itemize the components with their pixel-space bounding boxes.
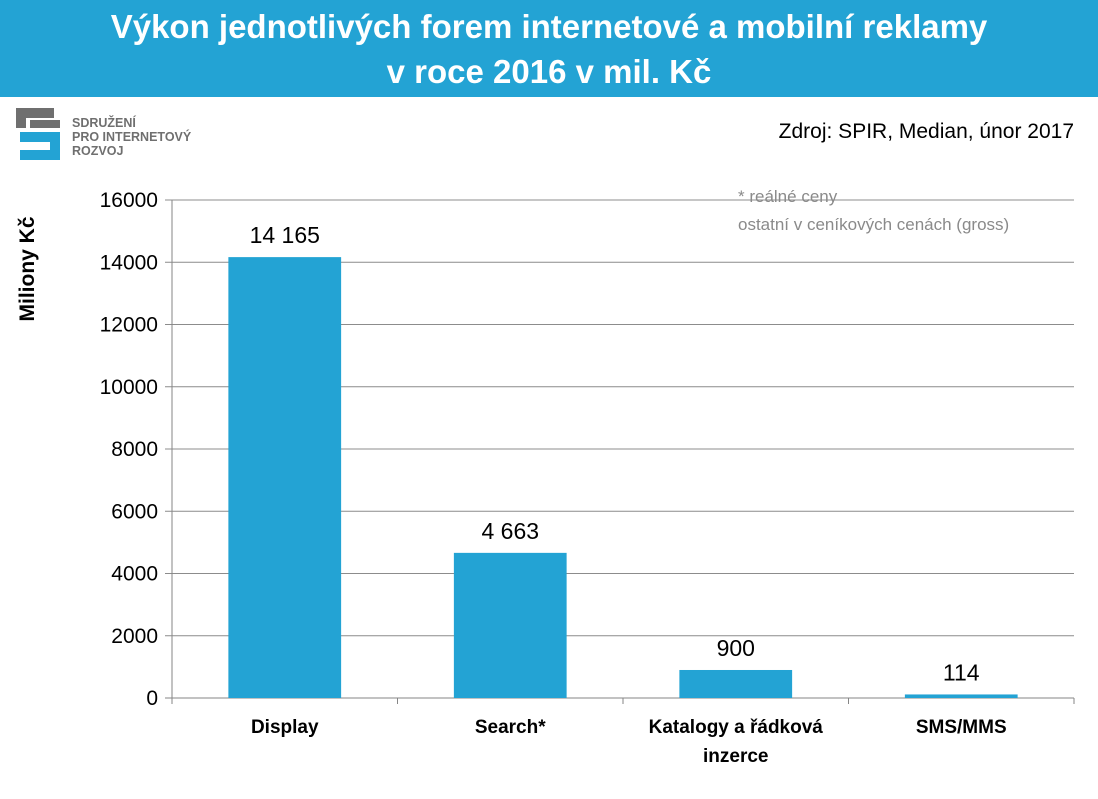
price-note-line-2: ostatní v ceníkových cenách (gross) — [738, 215, 1010, 234]
title-banner: Výkon jednotlivých forem internetové a m… — [0, 0, 1098, 97]
logo-line: SDRUŽENÍ — [72, 116, 136, 130]
y-tick-label: 6000 — [111, 500, 158, 523]
x-category-label: inzerce — [703, 746, 768, 767]
y-axis-title: Miliony Kč — [16, 216, 39, 321]
x-category-label: Katalogy a řádková — [649, 717, 824, 738]
logo-line: PRO INTERNETOVÝ — [72, 130, 192, 144]
y-tick-label: 12000 — [100, 314, 158, 337]
data-label: 14 165 — [250, 222, 320, 248]
y-tick-label: 14000 — [100, 251, 158, 274]
spir-logo-icon — [16, 108, 60, 160]
y-tick-label: 2000 — [111, 625, 158, 648]
logo-line: ROZVOJ — [72, 144, 124, 158]
data-label: 114 — [943, 659, 980, 685]
bar — [228, 257, 342, 698]
y-tick-label: 16000 — [100, 189, 158, 212]
data-label: 4 663 — [481, 518, 539, 544]
logo-text: SDRUŽENÍ PRO INTERNETOVÝ ROZVOJ — [72, 116, 191, 158]
y-tick-label: 0 — [146, 687, 158, 710]
price-note: * reálné ceny ostatní v ceníkových cenác… — [738, 183, 1009, 239]
bar — [453, 552, 567, 698]
y-tick-label: 8000 — [111, 438, 158, 461]
y-tick-label: 10000 — [100, 376, 158, 399]
y-tick-label: 4000 — [111, 563, 158, 586]
bar — [679, 669, 793, 698]
bar — [904, 694, 1018, 698]
chart-title-line-2: v roce 2016 v mil. Kč — [386, 53, 712, 90]
x-category-label: Display — [251, 717, 319, 738]
price-note-line-1: * reálné ceny — [738, 187, 838, 206]
data-label: 900 — [717, 635, 755, 661]
x-category-label: SMS/MMS — [916, 717, 1007, 738]
source-note: Zdroj: SPIR, Median, únor 2017 — [778, 120, 1074, 143]
x-category-label: Search* — [475, 717, 546, 738]
chart-title-line-1: Výkon jednotlivých forem internetové a m… — [110, 8, 988, 45]
spir-logo: SDRUŽENÍ PRO INTERNETOVÝ ROZVOJ — [14, 106, 204, 162]
